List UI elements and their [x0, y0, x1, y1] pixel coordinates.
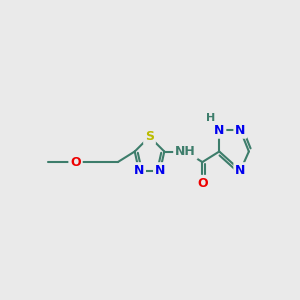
Text: N: N: [235, 124, 246, 137]
Text: NH: NH: [175, 145, 196, 158]
Text: N: N: [134, 164, 144, 177]
Text: N: N: [214, 124, 224, 137]
Text: S: S: [145, 130, 154, 143]
Text: N: N: [235, 164, 246, 177]
Text: H: H: [206, 113, 215, 123]
Text: H: H: [206, 113, 215, 123]
Text: O: O: [70, 156, 81, 169]
Text: O: O: [197, 177, 208, 190]
Text: N: N: [155, 164, 165, 177]
